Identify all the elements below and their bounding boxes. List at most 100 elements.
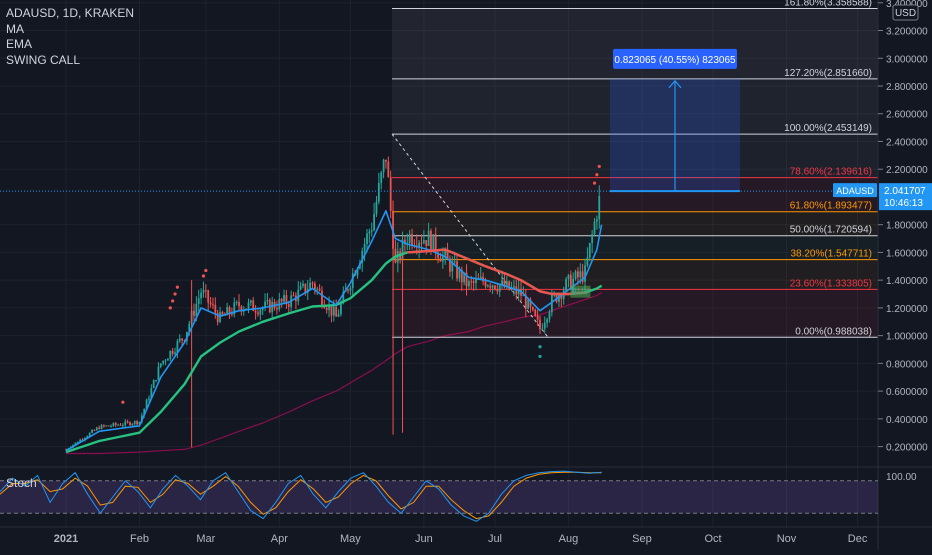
fib-zone: [392, 259, 878, 290]
candle-body: [309, 282, 312, 290]
indicator-ma[interactable]: MA: [6, 21, 24, 36]
candle-body: [382, 159, 385, 173]
swing-buy-dot: [538, 354, 542, 359]
candle-body: [174, 352, 176, 354]
candle-body: [280, 299, 283, 302]
candle-body: [252, 300, 255, 311]
fib-level-label: 161.80%(3.358588): [784, 0, 872, 9]
candle-body: [458, 269, 461, 279]
candle-body: [598, 195, 601, 220]
projection-arrow-head: [668, 79, 682, 89]
candle-body: [95, 427, 98, 431]
price-tick-label: 2.800000: [886, 82, 928, 93]
fib-zone: [392, 177, 878, 212]
candle-body: [422, 240, 425, 244]
fib-level-label: 61.80%(1.893477): [790, 201, 872, 212]
price-projection[interactable]: 0.823065 (40.55%) 823065: [610, 48, 740, 193]
candle-body: [368, 231, 371, 234]
candle-body: [595, 219, 598, 222]
candle-body: [247, 302, 250, 309]
candle-body: [240, 306, 243, 312]
candle-body: [202, 290, 205, 293]
candle-body: [121, 424, 124, 426]
candle-body: [259, 309, 262, 315]
candle-body: [491, 285, 494, 288]
ma-long-line: [66, 292, 602, 455]
candle-body: [531, 307, 534, 310]
candle-body: [560, 294, 563, 299]
candle-body: [207, 290, 210, 303]
indicator-swing-call[interactable]: SWING CALL: [6, 52, 81, 67]
candle-body: [216, 312, 219, 322]
candle-body: [193, 310, 195, 316]
time-tick-label: Apr: [271, 533, 288, 545]
candle-body: [527, 299, 530, 309]
candle-body: [441, 255, 444, 262]
currency-badge-label: USD: [895, 8, 916, 19]
candle-body: [276, 308, 278, 310]
candle-body: [299, 285, 302, 290]
candle-body: [356, 268, 359, 276]
candle-body: [143, 408, 146, 416]
candle-body: [138, 421, 141, 425]
candle-body: [577, 271, 579, 278]
fib-zone: [392, 235, 878, 260]
swing-sell-dot: [171, 299, 175, 303]
candle-body: [159, 363, 162, 367]
candle-body: [579, 271, 582, 278]
price-tick-label: 1.600000: [886, 248, 928, 259]
candle-body: [238, 301, 240, 307]
swing-sell-dot: [175, 285, 179, 289]
candle-body: [496, 289, 499, 292]
candle-body: [588, 243, 591, 258]
candle-body: [541, 328, 544, 330]
price-tick-label: 1.200000: [886, 304, 928, 315]
swing-sell-dot: [201, 274, 206, 278]
candle-body: [517, 288, 520, 295]
indicator-ema[interactable]: EMA: [6, 37, 33, 51]
stoch-title[interactable]: Stoch: [6, 476, 37, 490]
candle-body: [489, 285, 492, 288]
candle-body: [74, 442, 77, 445]
candle-body: [88, 432, 91, 437]
candle-body: [91, 430, 93, 433]
candle-body: [129, 422, 131, 426]
candle-body: [444, 250, 447, 256]
candle-body: [103, 425, 105, 427]
swing-sell-dot: [173, 292, 177, 296]
candle-body: [427, 230, 430, 247]
fib-zone: [392, 289, 878, 338]
time-tick-label: Dec: [848, 533, 868, 545]
time-tick-label: Oct: [704, 533, 721, 545]
buy-signal-box: [570, 285, 591, 298]
candle-body: [387, 161, 390, 178]
stoch-tick-label: 100.00: [886, 472, 917, 483]
candle-body: [318, 288, 321, 291]
swing-sell-dot: [204, 268, 208, 273]
symbol-title: ADAUSD, 1D, KRAKEN: [6, 6, 135, 20]
ma-long: [66, 292, 602, 455]
fib-retracement[interactable]: 0.00%(0.988038) 23.60%(1.333805) 38.20%(1.…: [391, 0, 878, 338]
candle-body: [437, 253, 439, 259]
candle-body: [470, 281, 473, 283]
candle-body: [133, 421, 136, 424]
candle-body: [311, 282, 314, 284]
time-axis[interactable]: 2021 Feb Mar Apr May Jun Jul Aug Sep Oct Nov Dec: [54, 533, 868, 545]
candle-body: [434, 234, 437, 254]
candle-body: [546, 319, 549, 323]
price-tick-label: 2.600000: [886, 110, 928, 121]
fib-zone: [392, 78, 878, 135]
currency-badge[interactable]: [892, 4, 919, 21]
candle-body: [219, 312, 221, 322]
candle-body: [266, 299, 269, 302]
candle-body: [446, 250, 449, 259]
candle-body: [261, 308, 264, 310]
candle-body: [574, 271, 577, 279]
candle-body: [366, 233, 368, 245]
ema-slow-bearish: [407, 248, 586, 296]
candle-body: [105, 425, 108, 427]
candle-body: [460, 269, 463, 283]
